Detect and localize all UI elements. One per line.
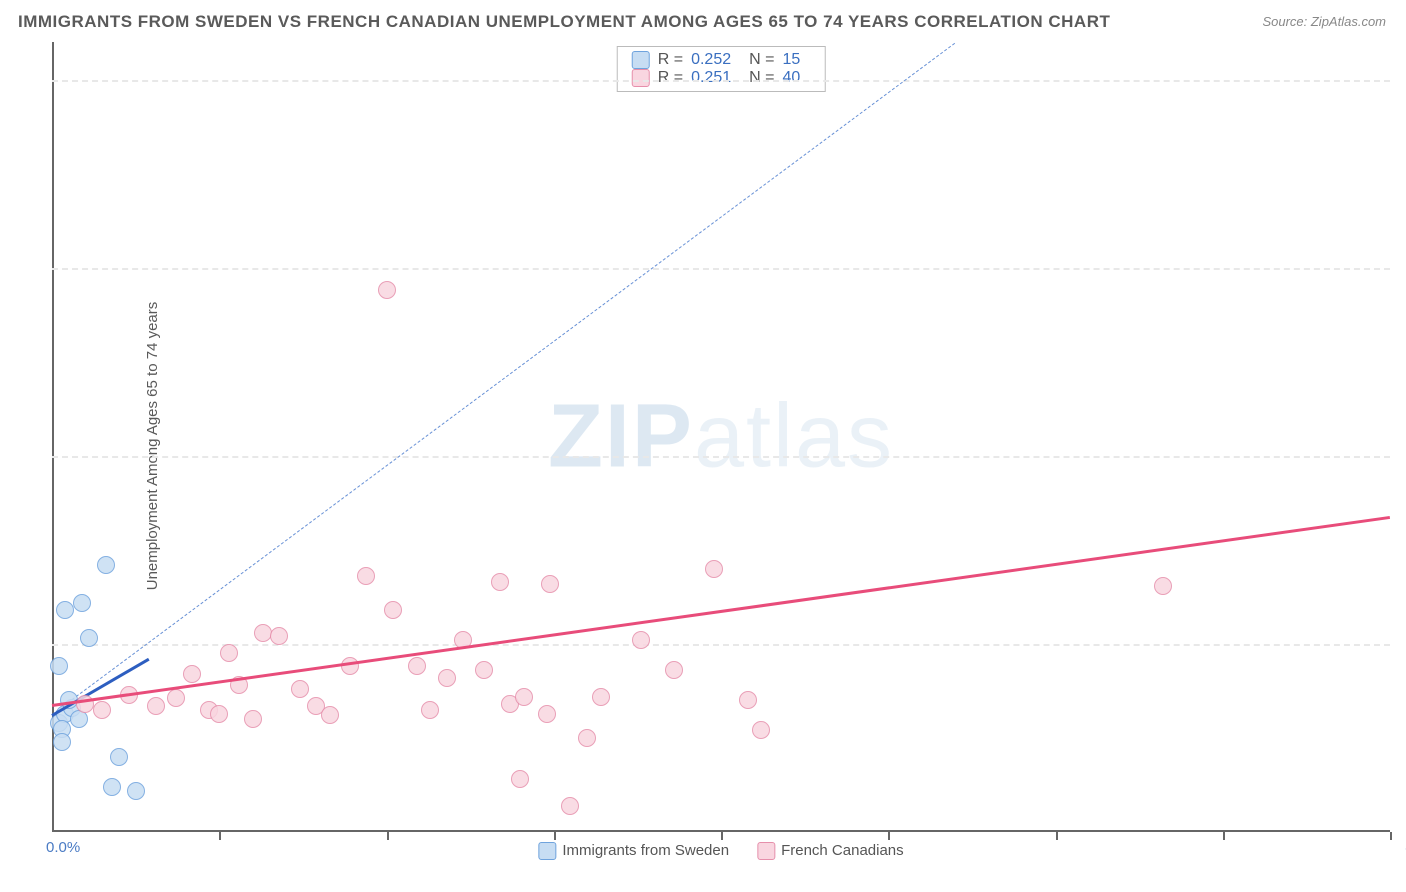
data-point xyxy=(665,661,683,679)
trend-line xyxy=(52,516,1390,707)
data-point xyxy=(632,631,650,649)
data-point xyxy=(167,689,185,707)
x-tick-min: 0.0% xyxy=(46,839,80,856)
watermark-atlas: atlas xyxy=(694,387,894,487)
data-point xyxy=(511,770,529,788)
gridline xyxy=(52,456,1390,458)
data-point xyxy=(538,705,556,723)
x-tick xyxy=(888,832,890,840)
data-point xyxy=(110,748,128,766)
data-point xyxy=(421,701,439,719)
x-tick xyxy=(1223,832,1225,840)
legend-stat-row: R =0.252N =15 xyxy=(632,51,811,69)
data-point xyxy=(53,733,71,751)
data-point xyxy=(561,797,579,815)
x-tick xyxy=(219,832,221,840)
data-point xyxy=(705,560,723,578)
data-point xyxy=(438,669,456,687)
legend-stat-row: R =0.251N =40 xyxy=(632,69,811,87)
watermark: ZIPatlas xyxy=(548,386,894,489)
data-point xyxy=(408,657,426,675)
chart-title: IMMIGRANTS FROM SWEDEN VS FRENCH CANADIA… xyxy=(18,12,1110,32)
x-tick xyxy=(721,832,723,840)
gridline xyxy=(52,644,1390,646)
legend-item: Immigrants from Sweden xyxy=(538,842,729,860)
source-attribution: Source: ZipAtlas.com xyxy=(1262,14,1386,29)
gridline xyxy=(52,80,1390,82)
data-point xyxy=(97,556,115,574)
data-point xyxy=(491,573,509,591)
trend-line xyxy=(52,42,956,714)
data-point xyxy=(80,629,98,647)
data-point xyxy=(270,627,288,645)
data-point xyxy=(357,567,375,585)
x-tick xyxy=(1390,832,1392,840)
legend-series: Immigrants from Sweden French Canadians xyxy=(538,842,903,860)
data-point xyxy=(1154,577,1172,595)
data-point xyxy=(752,721,770,739)
data-point xyxy=(210,705,228,723)
data-point xyxy=(73,594,91,612)
data-point xyxy=(244,710,262,728)
data-point xyxy=(541,575,559,593)
data-point xyxy=(127,782,145,800)
data-point xyxy=(220,644,238,662)
data-point xyxy=(739,691,757,709)
x-tick xyxy=(554,832,556,840)
data-point xyxy=(254,624,272,642)
watermark-zip: ZIP xyxy=(548,387,694,487)
x-tick xyxy=(1056,832,1058,840)
data-point xyxy=(56,601,74,619)
data-point xyxy=(103,778,121,796)
data-point xyxy=(183,665,201,683)
data-point xyxy=(475,661,493,679)
data-point xyxy=(50,657,68,675)
gridline xyxy=(52,268,1390,270)
data-point xyxy=(384,601,402,619)
data-point xyxy=(291,680,309,698)
data-point xyxy=(93,701,111,719)
legend-stats: R =0.252N =15R =0.251N =40 xyxy=(617,46,826,92)
data-point xyxy=(321,706,339,724)
data-point xyxy=(378,281,396,299)
data-point xyxy=(515,688,533,706)
scatter-plot: ZIPatlas 0.0% 40.0% R =0.252N =15R =0.25… xyxy=(52,42,1390,832)
data-point xyxy=(147,697,165,715)
x-tick xyxy=(387,832,389,840)
legend-item: French Canadians xyxy=(757,842,904,860)
data-point xyxy=(578,729,596,747)
data-point xyxy=(592,688,610,706)
